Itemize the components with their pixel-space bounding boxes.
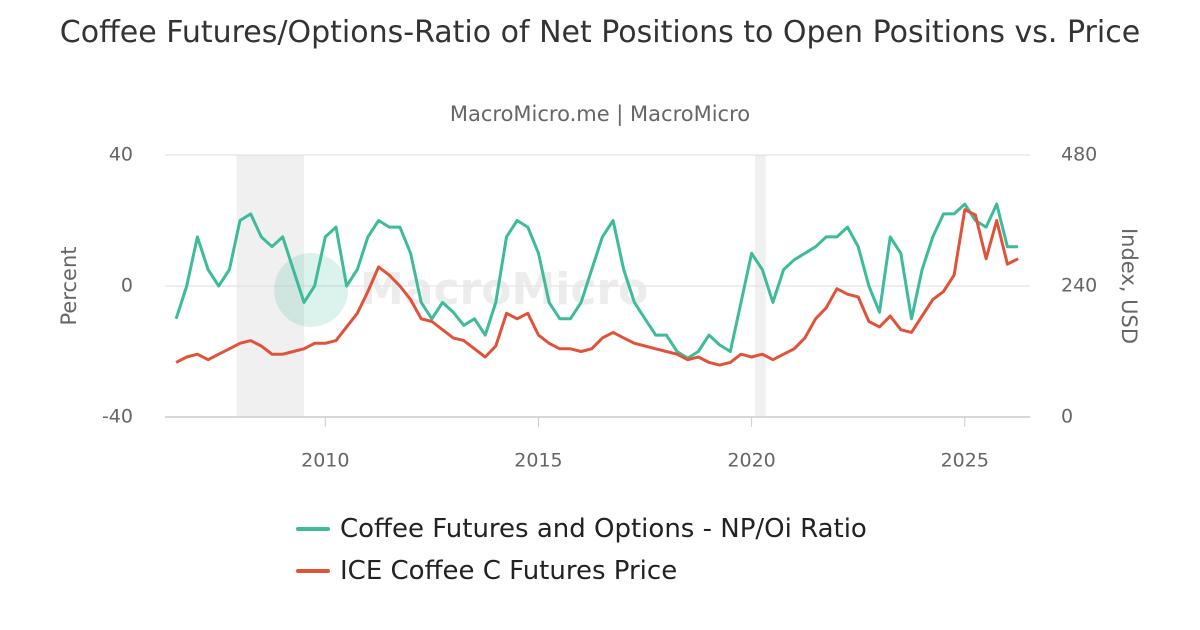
y-tick-label: 40 bbox=[109, 144, 133, 166]
y2-axis-title: Index, USD bbox=[1117, 228, 1141, 344]
legend-swatch bbox=[296, 527, 330, 531]
y2-tick-label: 240 bbox=[1061, 275, 1097, 297]
data-line bbox=[175, 208, 1019, 367]
legend-label: ICE Coffee C Futures Price bbox=[340, 556, 678, 586]
legend-label: Coffee Futures and Options - NP/Oi Ratio bbox=[340, 514, 867, 544]
chart-title: Coffee Futures/Options-Ratio of Net Posi… bbox=[59, 15, 1141, 50]
y-tick-label: -40 bbox=[102, 406, 133, 428]
data-line bbox=[174, 202, 1019, 360]
legend-swatch bbox=[296, 569, 330, 573]
x-tick-label: 2025 bbox=[941, 450, 989, 472]
y2-tick-label: 480 bbox=[1061, 144, 1097, 166]
watermark: MacroMicro bbox=[360, 264, 648, 315]
x-tick-label: 2010 bbox=[301, 450, 349, 472]
x-tick-label: 2020 bbox=[727, 450, 775, 472]
x-tick-label: 2015 bbox=[514, 450, 562, 472]
legend-item[interactable]: ICE Coffee C Futures Price bbox=[296, 550, 867, 592]
y-axis-title: Percent bbox=[57, 246, 81, 325]
y-tick-label: 0 bbox=[121, 275, 133, 297]
legend: Coffee Futures and Options - NP/Oi Ratio… bbox=[296, 508, 867, 592]
y2-tick-label: 0 bbox=[1061, 406, 1073, 428]
legend-item[interactable]: Coffee Futures and Options - NP/Oi Ratio bbox=[296, 508, 867, 550]
chart-subtitle: MacroMicro.me | MacroMicro bbox=[449, 102, 751, 126]
